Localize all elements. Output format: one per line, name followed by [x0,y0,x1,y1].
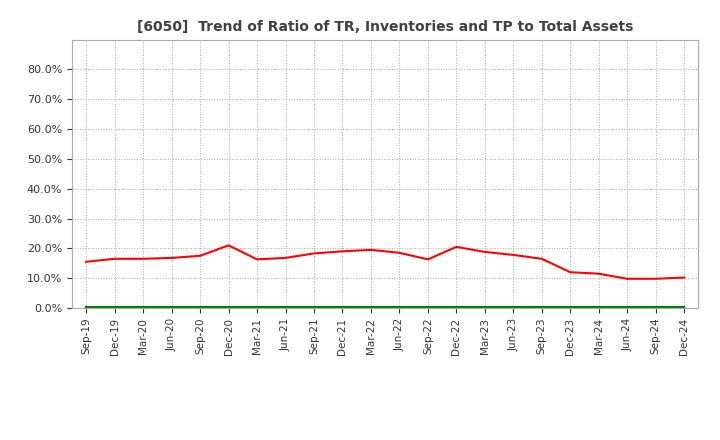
Inventories [282,304,290,310]
Trade Receivables [139,256,148,261]
Trade Payables [167,304,176,310]
Inventories [310,304,318,310]
Trade Receivables [395,250,404,256]
Trade Payables [595,304,603,310]
Trade Receivables [566,270,575,275]
Trade Receivables [196,253,204,258]
Line: Trade Receivables: Trade Receivables [86,246,684,279]
Inventories [652,305,660,310]
Trade Payables [82,304,91,310]
Trade Payables [196,304,204,310]
Trade Receivables [423,257,432,262]
Inventories [110,305,119,310]
Inventories [452,304,461,310]
Inventories [139,305,148,310]
Trade Payables [537,304,546,310]
Inventories [225,304,233,310]
Trade Payables [366,304,375,310]
Trade Payables [452,304,461,310]
Inventories [253,305,261,310]
Trade Payables [395,304,404,310]
Trade Payables [139,304,148,310]
Inventories [196,305,204,310]
Trade Payables [509,304,518,310]
Inventories [537,305,546,310]
Inventories [480,305,489,310]
Inventories [566,305,575,310]
Trade Receivables [480,249,489,255]
Trade Payables [110,304,119,310]
Inventories [423,305,432,310]
Trade Payables [652,304,660,310]
Trade Receivables [310,251,318,256]
Inventories [82,305,91,310]
Trade Payables [310,304,318,310]
Trade Payables [225,304,233,310]
Inventories [395,304,404,310]
Inventories [680,305,688,310]
Trade Receivables [225,243,233,248]
Trade Receivables [82,259,91,264]
Trade Receivables [595,271,603,276]
Inventories [595,305,603,310]
Trade Receivables [110,256,119,261]
Inventories [167,305,176,310]
Trade Receivables [253,257,261,262]
Trade Payables [423,304,432,310]
Trade Payables [338,304,347,310]
Trade Payables [480,304,489,310]
Trade Receivables [652,276,660,282]
Trade Payables [680,304,688,310]
Trade Payables [566,304,575,310]
Trade Payables [282,304,290,310]
Trade Receivables [623,276,631,282]
Trade Receivables [282,255,290,260]
Trade Receivables [167,255,176,260]
Trade Receivables [452,244,461,249]
Trade Receivables [537,256,546,261]
Title: [6050]  Trend of Ratio of TR, Inventories and TP to Total Assets: [6050] Trend of Ratio of TR, Inventories… [137,20,634,34]
Inventories [366,304,375,310]
Trade Receivables [680,275,688,280]
Inventories [623,305,631,310]
Inventories [338,304,347,310]
Trade Payables [623,304,631,310]
Trade Receivables [338,249,347,254]
Trade Payables [253,304,261,310]
Trade Receivables [366,247,375,253]
Trade Receivables [509,252,518,257]
Inventories [509,305,518,310]
